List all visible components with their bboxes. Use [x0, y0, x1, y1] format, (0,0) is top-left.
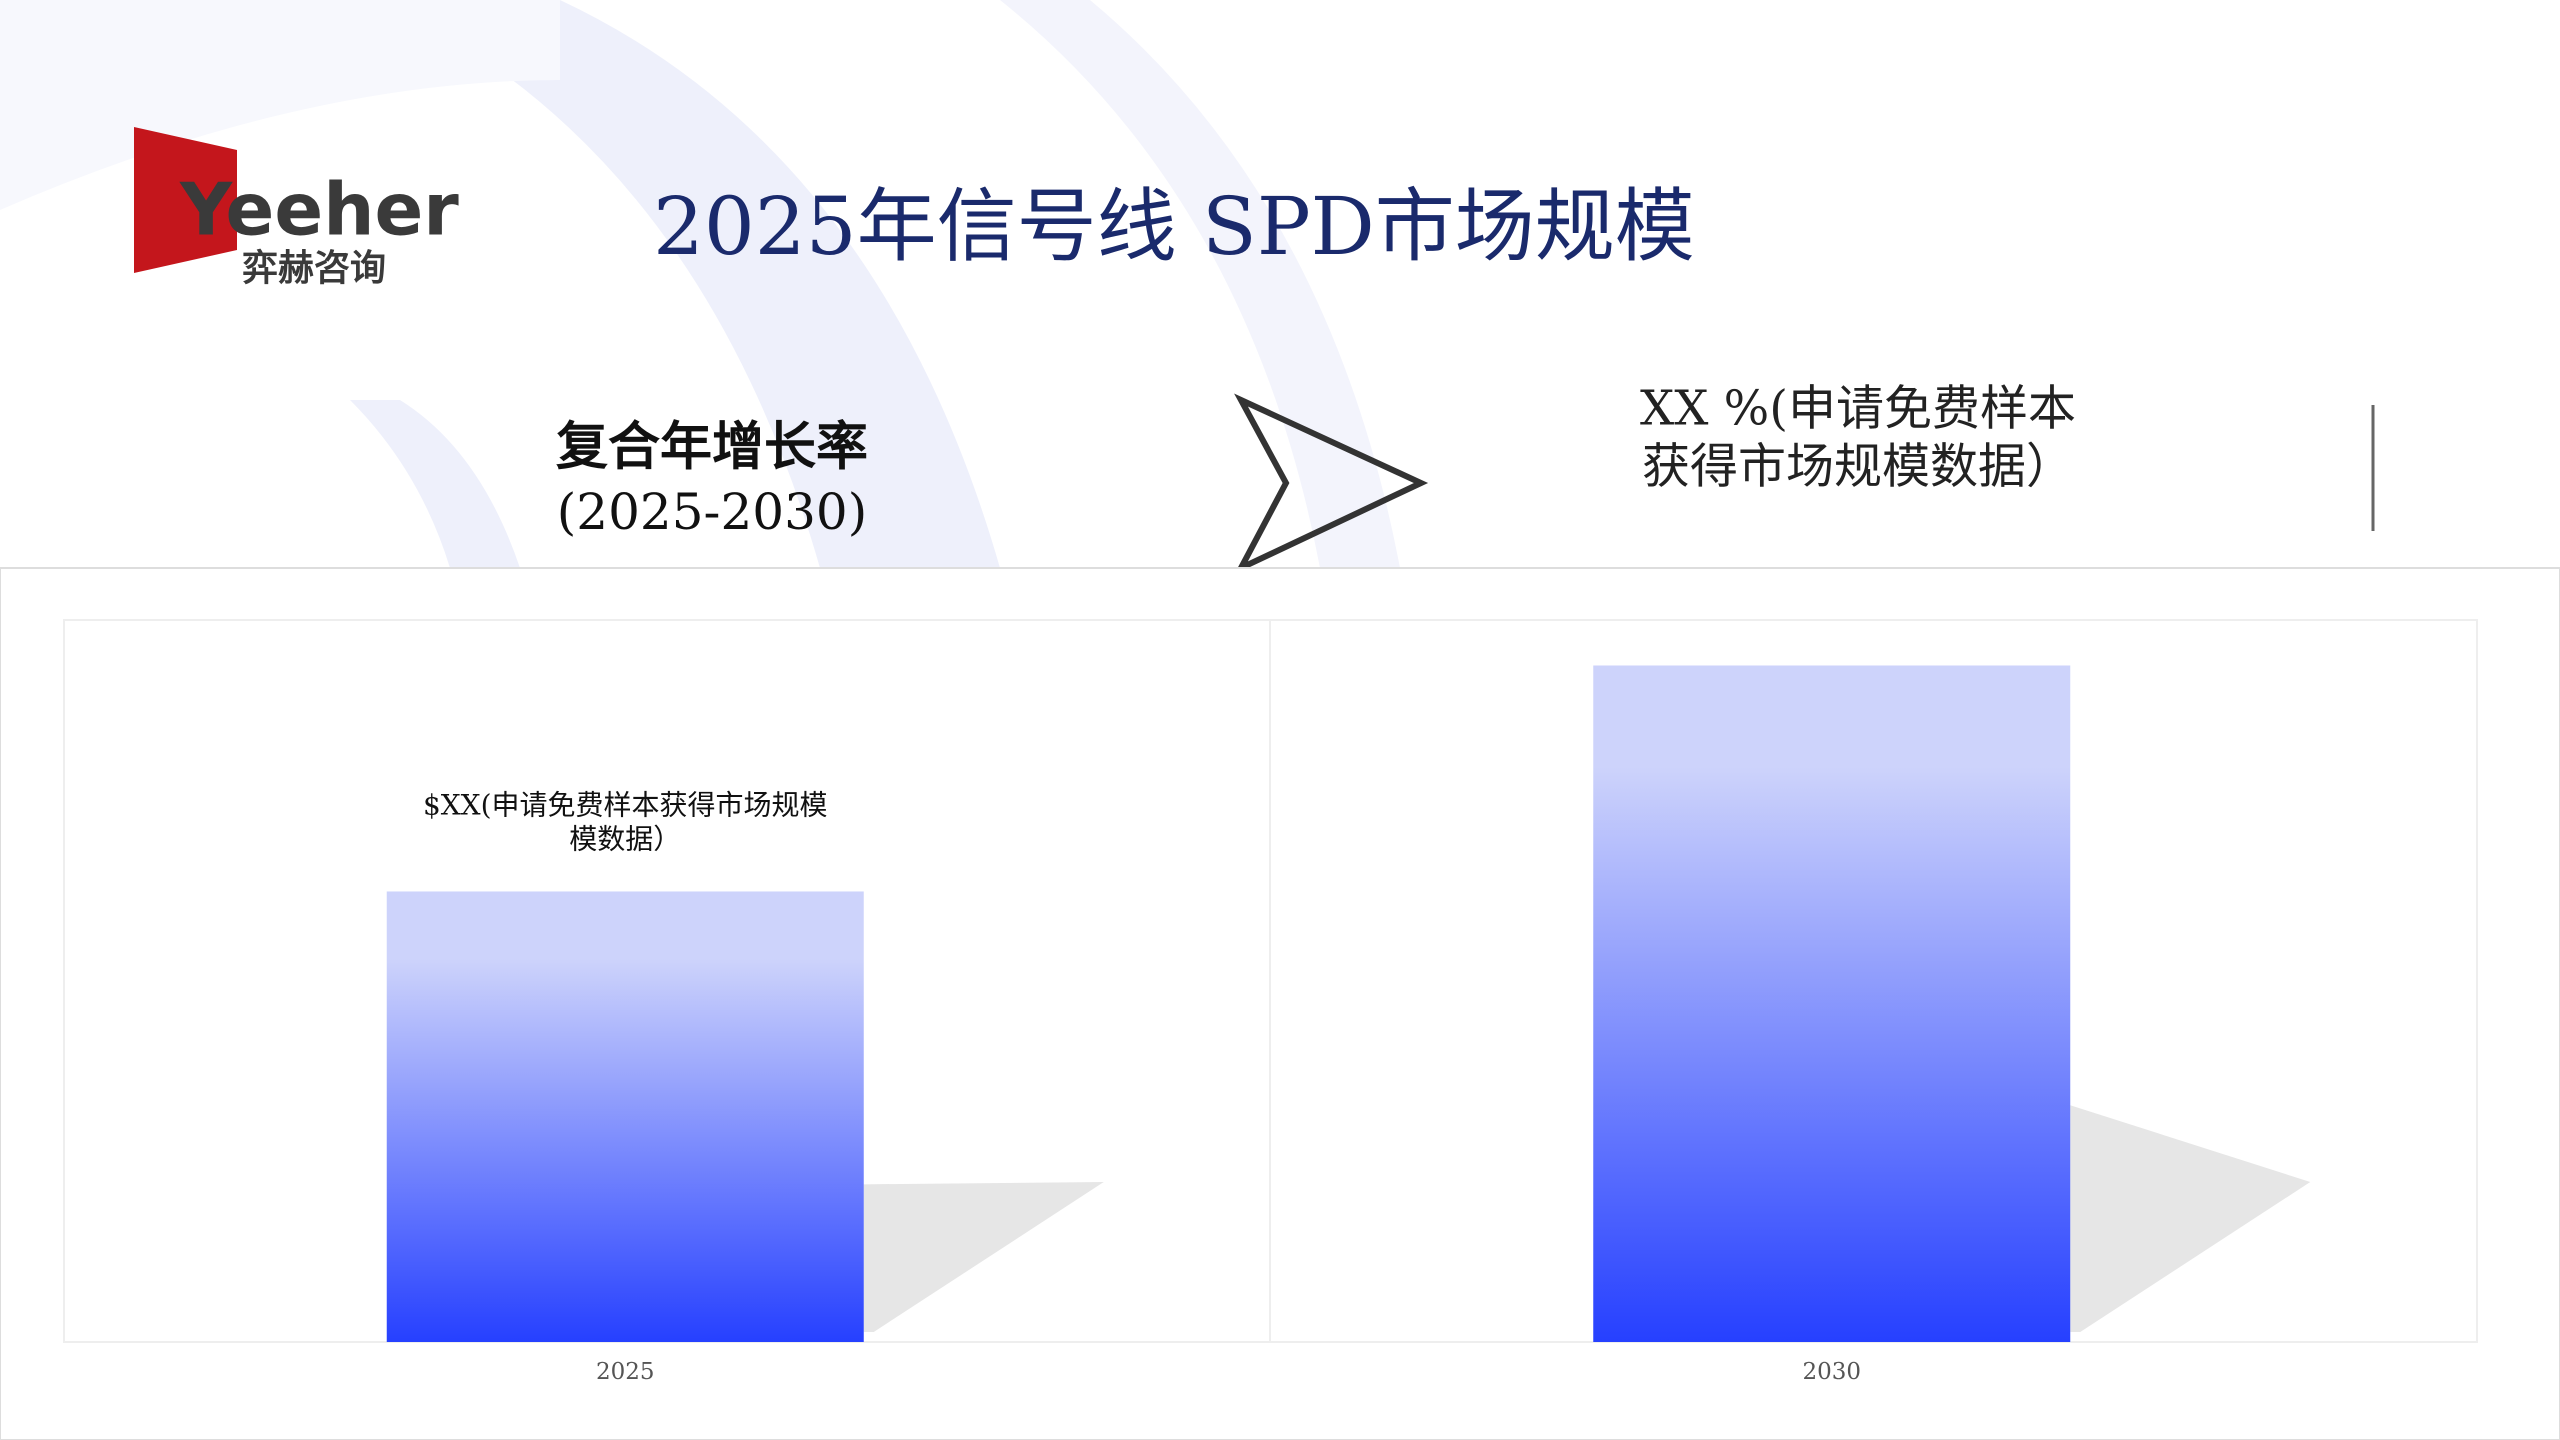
- bar: [386, 891, 864, 1342]
- cagr-value: 获得市场规模数据）: [1642, 439, 2074, 495]
- logo-subtext: 弈赫咨询: [242, 247, 386, 289]
- chart-panel: [0, 567, 2560, 1440]
- bar-shadow: [863, 1182, 1104, 1332]
- logo-text: Yeeher: [179, 168, 459, 252]
- logo: Yeeher 弈赫咨询: [134, 127, 459, 289]
- logo-mark: [134, 127, 237, 273]
- x-tick-label: 2025: [596, 1359, 655, 1385]
- cagr-period: (2025-2030): [557, 483, 867, 541]
- bar: [1593, 665, 2071, 1342]
- bar-annotation: $XX(申请免费样本获得市场规模: [423, 789, 828, 822]
- x-tick-label: 2030: [1802, 1359, 1861, 1385]
- cagr-value: XX %(申请免费样本: [1640, 381, 2076, 437]
- cagr-label: 复合年增长率: [556, 417, 868, 478]
- bar-annotation: 模数据）: [569, 823, 681, 856]
- chart-title: 2025年信号线 SPD市场规模: [653, 180, 1695, 273]
- bar-shadow: [2070, 1105, 2311, 1332]
